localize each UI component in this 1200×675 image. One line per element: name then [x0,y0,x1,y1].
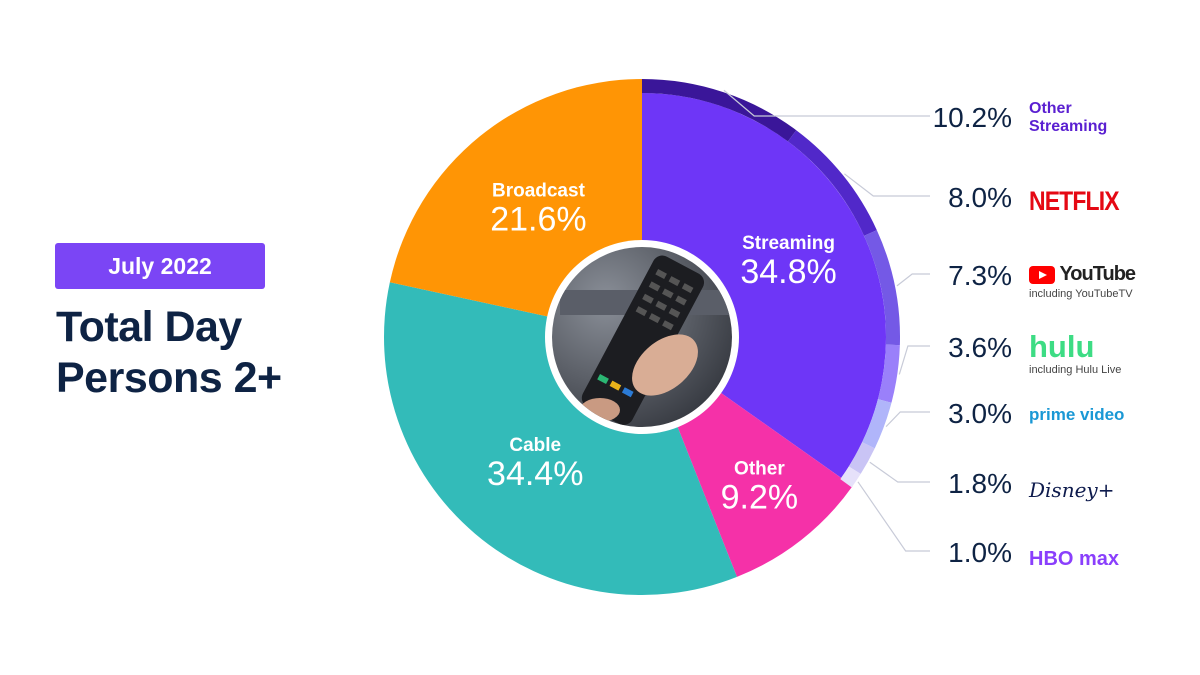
breakdown-value: 8.0% [948,182,1012,213]
breakdown-value: 1.8% [948,468,1012,499]
youtube-note: including YouTubeTV [1029,288,1133,300]
other-streaming-label: Other Streaming [1029,100,1108,135]
hbo-max-logo: HBO max [1029,548,1120,570]
slice-value: 34.8% [740,253,836,291]
page-title: Total Day Persons 2+ [56,302,282,404]
slice-label: Cable [509,435,561,456]
netflix-logo: NETFLIX [1029,186,1120,216]
leader-line [885,411,930,428]
breakdown-value: 3.6% [948,332,1012,363]
slice-label: Streaming [742,233,835,254]
ring-segment [862,399,892,449]
ring-segment [848,442,875,474]
date-badge: July 2022 [55,243,265,289]
prime-video-logo: prime video [1029,405,1125,424]
ring-segment [787,130,877,236]
ring-segment [877,344,900,403]
slice-streaming [642,93,886,478]
slice-label: Other [734,458,785,479]
leader-line [857,481,930,552]
slice-label: Broadcast [492,181,586,202]
tv-remote-photo [552,247,732,427]
breakdown-value: 3.0% [948,398,1012,429]
youtube-play-icon [1029,265,1055,284]
leader-line [844,173,930,197]
hulu-note: including Hulu Live [1029,364,1122,376]
slice-value: 34.4% [487,455,583,493]
ring-segment [840,466,861,488]
title-line-2: Persons 2+ [56,354,282,402]
title-line-1: Total Day [56,303,242,351]
leader-line [898,345,930,375]
youtube-logo: YouTube including YouTubeTV [1029,263,1136,300]
hulu-logo: hulu including Hulu Live [1029,329,1122,376]
breakdown-value: 7.3% [948,260,1012,291]
leader-line [869,461,930,483]
slice-value: 21.6% [490,201,586,239]
leader-line [723,89,930,117]
slice-value: 9.2% [721,478,799,516]
breakdown-value: 1.0% [948,537,1012,568]
disney-plus-logo: Disney+ [1029,478,1115,502]
leader-line [896,273,930,287]
youtube-wordmark: YouTube [1059,263,1136,285]
ring-segment [864,230,900,346]
breakdown-value: 10.2% [933,102,1012,133]
hulu-wordmark: hulu [1029,329,1095,364]
ring-segment [642,79,797,142]
